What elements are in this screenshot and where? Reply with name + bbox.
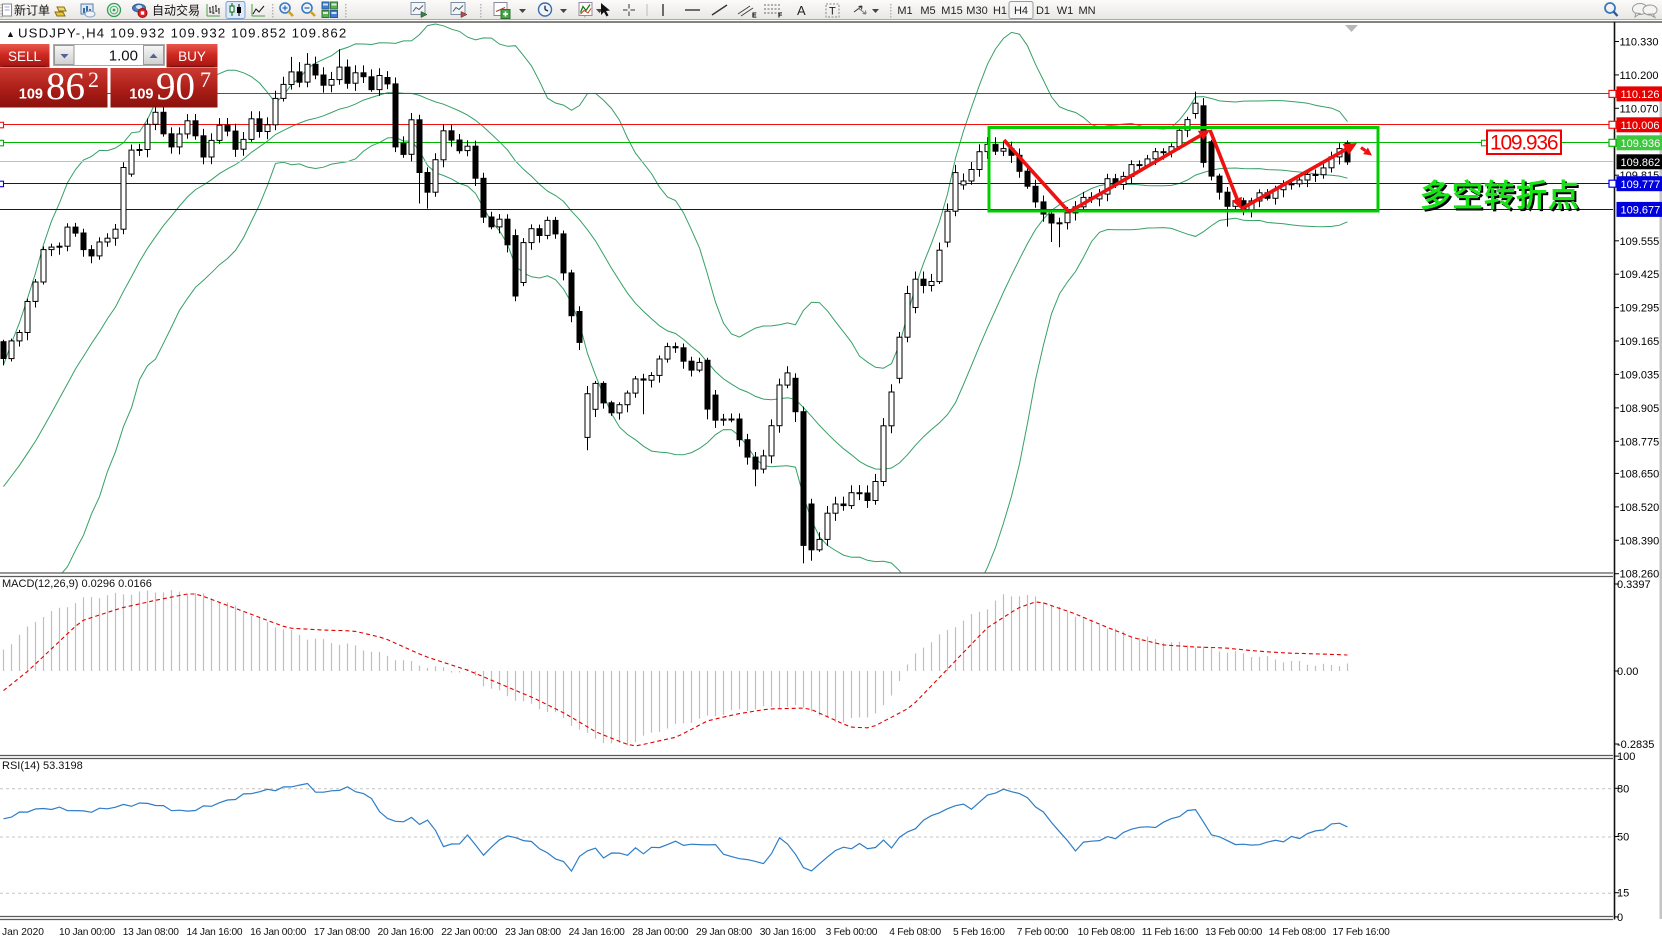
svg-text:H1: H1: [993, 5, 1007, 17]
svg-text:108.650: 108.650: [1620, 468, 1660, 480]
svg-text:MACD(12,26,9) 0.0296 0.0166: MACD(12,26,9) 0.0296 0.0166: [2, 578, 152, 590]
svg-text:110.126: 110.126: [1621, 89, 1660, 101]
svg-text:110.070: 110.070: [1620, 103, 1659, 115]
svg-text:7: 7: [200, 67, 211, 92]
svg-text:-0.2835: -0.2835: [1617, 739, 1654, 751]
svg-text:109.936: 109.936: [1490, 132, 1558, 155]
svg-text:109: 109: [129, 87, 153, 103]
svg-text:109.555: 109.555: [1620, 236, 1660, 248]
svg-text:3 Feb 00:00: 3 Feb 00:00: [826, 927, 878, 938]
svg-text:100: 100: [1617, 751, 1635, 763]
svg-text:▲: ▲: [6, 29, 15, 39]
svg-text:109.295: 109.295: [1620, 303, 1660, 315]
svg-text:13 Feb 00:00: 13 Feb 00:00: [1205, 927, 1263, 938]
svg-text:86: 86: [46, 65, 85, 108]
svg-text:23 Jan 08:00: 23 Jan 08:00: [505, 927, 561, 938]
svg-text:24 Jan 16:00: 24 Jan 16:00: [569, 927, 625, 938]
svg-text:30 Jan 16:00: 30 Jan 16:00: [760, 927, 816, 938]
svg-text:BUY: BUY: [178, 49, 206, 64]
svg-text:1.00: 1.00: [109, 48, 138, 65]
svg-text:RSI(14) 53.3198: RSI(14) 53.3198: [2, 760, 83, 772]
svg-text:109.936: 109.936: [1621, 138, 1661, 150]
svg-text:5 Feb 16:00: 5 Feb 16:00: [953, 927, 1005, 938]
svg-text:USDJPY-,H4 109.932 109.932 10: USDJPY-,H4 109.932 109.932 109.852 109.8…: [18, 26, 347, 41]
svg-text:H4: H4: [1014, 5, 1028, 17]
svg-text:W1: W1: [1057, 5, 1074, 17]
svg-text:109.165: 109.165: [1620, 336, 1660, 348]
svg-text:110.200: 110.200: [1620, 70, 1659, 82]
svg-text:10 Feb 08:00: 10 Feb 08:00: [1078, 927, 1136, 938]
svg-text:29 Jan 08:00: 29 Jan 08:00: [696, 927, 752, 938]
svg-text:0: 0: [1617, 912, 1623, 924]
svg-text:90: 90: [156, 65, 195, 108]
svg-text:14 Feb 08:00: 14 Feb 08:00: [1269, 927, 1327, 938]
svg-text:108.775: 108.775: [1620, 436, 1660, 448]
svg-text:50: 50: [1617, 832, 1629, 844]
svg-text:14 Jan 16:00: 14 Jan 16:00: [186, 927, 242, 938]
svg-text:2: 2: [88, 67, 99, 92]
svg-text:108.520: 108.520: [1620, 502, 1660, 514]
svg-text:D1: D1: [1036, 5, 1050, 17]
svg-text:20 Jan 16:00: 20 Jan 16:00: [378, 927, 434, 938]
svg-text:17 Jan 08:00: 17 Jan 08:00: [314, 927, 370, 938]
svg-text:M30: M30: [966, 5, 987, 17]
svg-text:Jan 2020: Jan 2020: [2, 927, 44, 938]
svg-text:108.905: 108.905: [1620, 403, 1660, 415]
svg-text:M15: M15: [941, 5, 962, 17]
svg-text:SELL: SELL: [8, 49, 42, 64]
svg-text:109: 109: [19, 87, 43, 103]
svg-text:110.006: 110.006: [1621, 120, 1660, 132]
svg-text:16 Jan 00:00: 16 Jan 00:00: [250, 927, 306, 938]
svg-text:新订单: 新订单: [14, 3, 50, 18]
svg-text:13 Jan 08:00: 13 Jan 08:00: [123, 927, 179, 938]
svg-text:109.777: 109.777: [1621, 179, 1661, 191]
svg-text:109.677: 109.677: [1621, 205, 1661, 217]
svg-text:108.390: 108.390: [1620, 535, 1660, 547]
svg-text:80: 80: [1617, 783, 1629, 795]
svg-text:15: 15: [1617, 888, 1629, 900]
svg-text:17 Feb 16:00: 17 Feb 16:00: [1332, 927, 1390, 938]
svg-text:28 Jan 00:00: 28 Jan 00:00: [632, 927, 688, 938]
svg-text:自动交易: 自动交易: [152, 3, 200, 18]
svg-text:10 Jan 00:00: 10 Jan 00:00: [59, 927, 115, 938]
svg-text:T: T: [829, 6, 836, 18]
svg-text:22 Jan 00:00: 22 Jan 00:00: [441, 927, 497, 938]
svg-text:109.035: 109.035: [1620, 369, 1660, 381]
svg-text:M1: M1: [897, 5, 912, 17]
svg-text:0.00: 0.00: [1617, 666, 1638, 678]
svg-text:4 Feb 08:00: 4 Feb 08:00: [889, 927, 941, 938]
svg-text:M5: M5: [920, 5, 935, 17]
svg-text:109.862: 109.862: [1621, 157, 1661, 169]
svg-text:MN: MN: [1078, 5, 1095, 17]
svg-text:A: A: [797, 3, 806, 18]
svg-text:0.3397: 0.3397: [1617, 579, 1651, 591]
svg-text:109.425: 109.425: [1620, 269, 1660, 281]
svg-text:110.330: 110.330: [1620, 37, 1659, 49]
svg-text:F: F: [778, 13, 783, 20]
svg-text:7 Feb 00:00: 7 Feb 00:00: [1017, 927, 1069, 938]
svg-text:多空转折点: 多空转折点: [1420, 179, 1580, 214]
svg-text:E: E: [752, 13, 757, 20]
svg-text:11 Feb 16:00: 11 Feb 16:00: [1142, 927, 1199, 938]
svg-text:108.260: 108.260: [1620, 569, 1660, 581]
